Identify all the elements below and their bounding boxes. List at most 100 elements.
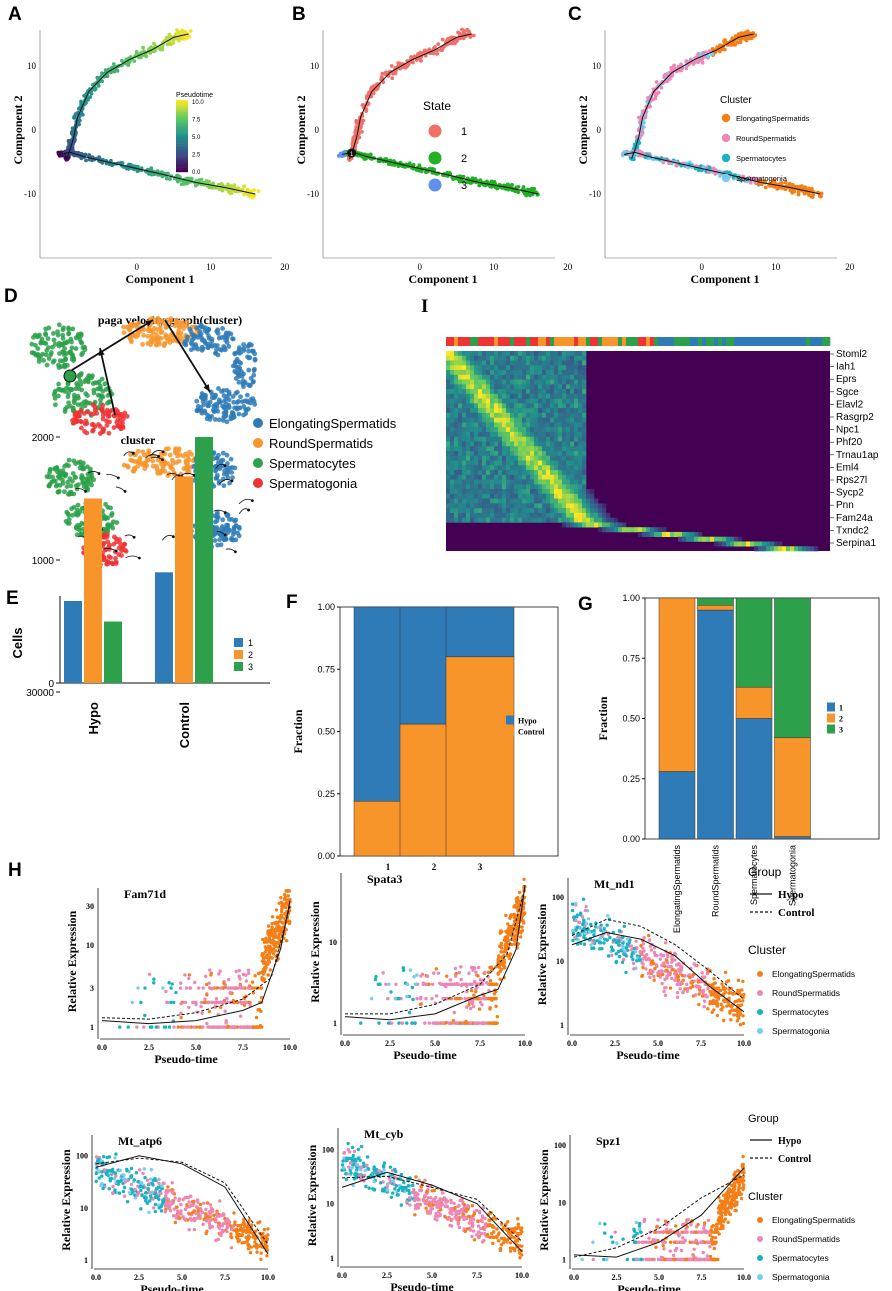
y-axis-title: Component 2: [11, 95, 25, 164]
heatmap-cell: [514, 517, 519, 523]
umap-cell-spermatocyte: [58, 341, 64, 347]
heatmap-cell: [550, 389, 555, 395]
cell-point: [220, 183, 225, 188]
heatmap-cell: [622, 527, 627, 533]
heatmap-cell: [510, 365, 515, 371]
heatmap-cell: [474, 393, 479, 399]
heatmap-cell: [566, 398, 571, 404]
heatmap-cell: [538, 398, 543, 404]
heatmap-cell: [558, 374, 563, 380]
heatmap-cell: [546, 479, 551, 485]
heatmap-cell: [554, 479, 559, 485]
heatmap-cell: [470, 370, 475, 376]
heatmap-annotation-cell: [578, 337, 583, 346]
heatmap-cell: [574, 436, 579, 442]
y-tick-label: 10: [310, 61, 320, 71]
heatmap-annotation-cell: [698, 337, 703, 346]
cell-point: [733, 34, 738, 39]
heatmap-cell: [550, 451, 555, 457]
umap-cell-elongating: [221, 410, 227, 416]
heatmap-cell: [490, 474, 495, 480]
panel-label-e: E: [6, 588, 19, 609]
heatmap-cell: [558, 484, 563, 490]
umap-cell-elongating: [199, 347, 205, 353]
heatmap-cell: [482, 408, 487, 414]
heatmap-cell: [478, 379, 483, 385]
heatmap-cell: [474, 460, 479, 466]
heatmap-cell: [462, 517, 467, 523]
umap-cell-elongating: [238, 394, 243, 400]
heatmap-cell: [458, 436, 463, 442]
heatmap-cell: [582, 403, 587, 409]
heatmap-cell: [494, 360, 499, 366]
heatmap-cell: [562, 503, 567, 509]
velocity-arrowhead: [223, 464, 227, 468]
heatmap-cell: [550, 408, 555, 414]
heatmap-cell: [506, 422, 511, 428]
heatmap-cell: [514, 374, 519, 380]
panel-label-c: C: [568, 4, 582, 25]
heatmap-cell: [450, 503, 455, 509]
heatmap-annotation-cell: [606, 337, 611, 346]
colorbar-tick: 5.0: [192, 135, 201, 141]
cell-point: [242, 192, 247, 197]
heatmap-cell: [562, 522, 567, 528]
cell-point: [174, 36, 179, 41]
heatmap-cell: [498, 374, 503, 380]
heatmap-cell: [574, 474, 579, 480]
heatmap-cell: [586, 503, 591, 509]
heatmap-cell: [478, 422, 483, 428]
heatmap-cell: [578, 493, 583, 499]
legend-label: 3: [461, 180, 467, 192]
umap-cell-elongating: [189, 337, 195, 343]
heatmap-cell: [518, 479, 523, 485]
heatmap-cell: [634, 527, 639, 533]
heatmap-annotation-cell: [790, 337, 795, 346]
umap-cell-spermatocyte: [55, 393, 61, 399]
heatmap-cell: [462, 360, 467, 366]
heatmap-cell: [462, 431, 467, 438]
heatmap-cell: [518, 517, 523, 523]
umap-cell-elongating: [246, 355, 252, 361]
heatmap-cell: [550, 374, 555, 380]
heatmap-cell: [510, 460, 515, 466]
heatmap-cell: [458, 360, 463, 366]
heatmap-cell: [570, 470, 575, 476]
heatmap-cell: [490, 422, 495, 428]
heatmap-cell: [530, 451, 535, 457]
heatmap-cell: [486, 460, 491, 466]
umap-cell-elongating: [225, 512, 231, 518]
heatmap-cell: [506, 389, 511, 395]
heatmap-cell: [498, 489, 503, 495]
heatmap-cell: [466, 465, 471, 471]
heatmap-cell: [598, 517, 603, 523]
umap-cell-elongating: [240, 378, 246, 384]
heatmap-cell: [558, 474, 563, 480]
umap-cell-spermatogonia: [119, 411, 124, 417]
heatmap-cell: [502, 493, 507, 499]
umap-cell-spermatocyte: [68, 336, 74, 342]
cell-point: [622, 150, 627, 154]
heatmap-cell: [566, 384, 571, 390]
heatmap-cell: [578, 374, 583, 380]
heatmap-cell: [506, 436, 511, 442]
heatmap-cell: [582, 374, 587, 380]
cell-point: [662, 73, 667, 78]
heatmap-cell: [538, 474, 543, 480]
heatmap-cell: [546, 489, 551, 495]
heatmap-cell: [510, 512, 515, 518]
cell-point: [77, 122, 81, 127]
heatmap-annotation-cell: [458, 337, 463, 346]
heatmap-cell: [466, 417, 471, 423]
heatmap-cell: [446, 379, 451, 385]
cell-point: [252, 188, 256, 193]
colorbar-step: [176, 148, 188, 151]
heatmap-cell: [558, 393, 563, 399]
heatmap-annotation-cell: [598, 337, 603, 346]
umap-cell-spermatocyte: [60, 332, 66, 338]
umap-cell-round: [153, 331, 159, 337]
heatmap-cell: [502, 460, 507, 466]
heatmap-cell: [462, 379, 467, 385]
heatmap-cell: [534, 403, 539, 409]
heatmap-cell: [526, 422, 531, 428]
